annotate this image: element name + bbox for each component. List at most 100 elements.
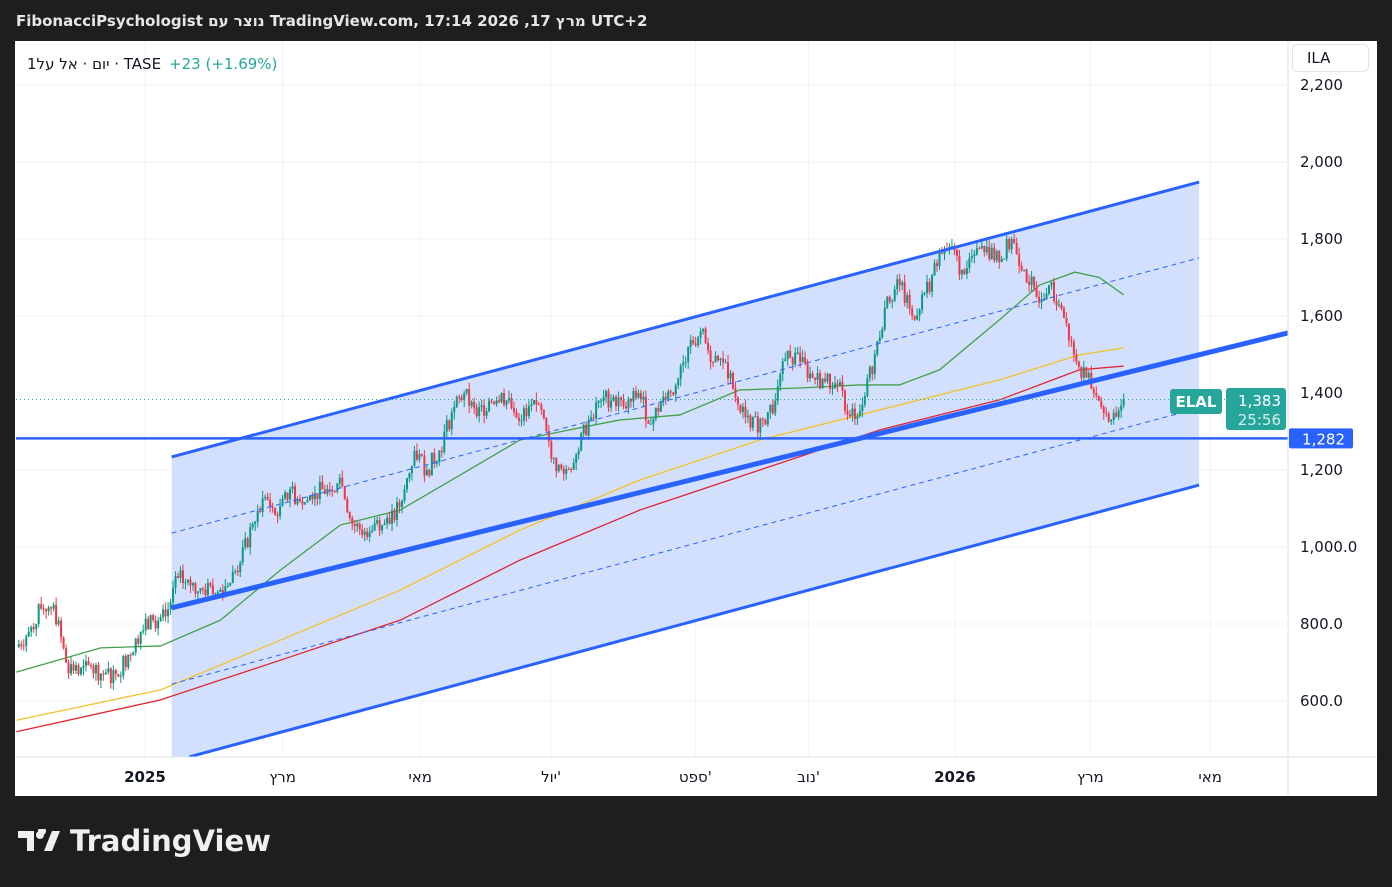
candle-body <box>555 458 558 472</box>
candle-body <box>557 464 560 472</box>
candle-body <box>734 388 737 398</box>
candle-body <box>259 510 262 513</box>
candle-body <box>1045 293 1048 300</box>
price-tick-label: 1,000.0 <box>1300 538 1357 556</box>
candle-body <box>980 245 983 249</box>
candle-body <box>1028 281 1031 285</box>
candle-body <box>560 464 563 469</box>
candle-body <box>689 340 692 347</box>
candle-body <box>619 397 622 401</box>
candle-body <box>958 255 961 275</box>
candle-body <box>769 404 772 413</box>
candle-body <box>448 420 451 430</box>
time-tick-label: מרץ <box>1077 768 1104 786</box>
candle-body <box>577 450 580 455</box>
candle-body <box>846 410 849 415</box>
candle-body <box>717 355 720 361</box>
candle-body <box>179 570 182 578</box>
candle-body <box>893 289 896 301</box>
candle-body <box>1050 281 1053 286</box>
candle-body <box>313 493 316 500</box>
candle-body <box>754 416 757 418</box>
candle-body <box>55 604 58 625</box>
candle-body <box>936 263 939 266</box>
candle-body <box>70 664 73 674</box>
candle-body <box>425 470 428 476</box>
candle-body <box>224 586 227 598</box>
candle-body <box>527 405 530 417</box>
candle-body <box>99 673 102 681</box>
candle-body <box>532 399 535 405</box>
candle-body <box>465 388 468 393</box>
candle-body <box>485 411 488 416</box>
candle-body <box>662 396 665 403</box>
candle-body <box>84 661 87 666</box>
candle-body <box>868 366 871 379</box>
candle-body <box>52 604 55 609</box>
candle-body <box>458 396 461 398</box>
tradingview-logo-icon <box>18 829 60 851</box>
candle-body <box>1115 412 1118 417</box>
candle-body <box>838 382 841 386</box>
channel-mid-line <box>171 330 1288 611</box>
candle-body <box>694 343 697 346</box>
moving-average-line <box>16 271 1125 673</box>
candle-body <box>47 607 50 612</box>
candle-body <box>644 396 647 421</box>
candle-body <box>784 359 787 362</box>
candle-body <box>923 292 926 295</box>
candle-body <box>873 354 876 374</box>
candle-body <box>311 495 314 500</box>
candle-body <box>856 416 859 420</box>
candle-body <box>381 525 384 531</box>
candle-body <box>639 393 642 400</box>
candle-body <box>410 465 413 474</box>
candle-body <box>323 489 326 494</box>
candle-body <box>595 402 598 419</box>
candle-body <box>249 527 252 548</box>
candle-body <box>679 365 682 379</box>
candle-body <box>341 477 344 487</box>
candle-body <box>697 337 700 346</box>
candle-body <box>600 400 603 402</box>
candle-body <box>366 531 369 537</box>
candle-body <box>77 665 80 675</box>
candle-body <box>490 400 493 402</box>
candle-body <box>17 644 20 648</box>
candle-body <box>906 295 909 303</box>
candle-body <box>562 468 565 474</box>
candle-body <box>582 424 585 434</box>
candle-body <box>570 469 573 471</box>
price-tick-label: 1,400 <box>1300 384 1343 402</box>
candle-body <box>567 468 570 470</box>
candle-body <box>637 393 640 398</box>
candle-body <box>542 409 545 419</box>
candle-body <box>821 378 824 389</box>
candle-body <box>137 638 140 644</box>
candle-body <box>1097 395 1100 401</box>
candle-body <box>27 631 30 637</box>
candle-body <box>22 645 25 647</box>
candle-body <box>1013 239 1016 244</box>
candle-body <box>25 636 28 646</box>
candle-body <box>226 585 229 587</box>
candle-body <box>522 408 525 421</box>
currency-button[interactable]: ILA <box>1292 44 1369 72</box>
candle-body <box>122 655 125 676</box>
candle-body <box>57 620 60 625</box>
candle-body <box>398 502 401 508</box>
candle-body <box>114 670 117 675</box>
candle-body <box>209 583 212 586</box>
candle-body <box>483 405 486 416</box>
candle-body <box>132 652 135 656</box>
candle-body <box>654 408 657 419</box>
candle-body <box>891 300 894 302</box>
candle-body <box>751 416 754 428</box>
candle-body <box>809 373 812 379</box>
candle-body <box>1060 304 1063 309</box>
candle-body <box>796 352 799 354</box>
tradingview-wordmark: TradingView <box>70 824 271 858</box>
candle-body <box>878 337 881 342</box>
candle-body <box>627 398 630 409</box>
